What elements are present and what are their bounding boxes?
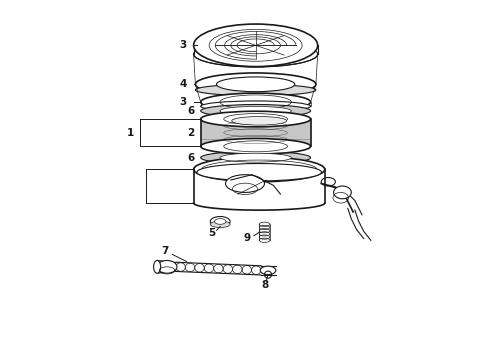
Text: 6: 6 — [188, 153, 195, 163]
Ellipse shape — [201, 111, 311, 127]
Ellipse shape — [220, 107, 292, 115]
Ellipse shape — [334, 186, 351, 199]
Ellipse shape — [194, 24, 318, 67]
Ellipse shape — [217, 77, 295, 92]
Ellipse shape — [210, 216, 230, 226]
Ellipse shape — [201, 93, 311, 111]
Ellipse shape — [201, 139, 311, 154]
Ellipse shape — [225, 175, 265, 192]
Text: 1: 1 — [127, 128, 134, 138]
Ellipse shape — [194, 41, 318, 67]
Ellipse shape — [196, 84, 316, 96]
Ellipse shape — [201, 104, 311, 117]
Text: 5: 5 — [208, 228, 215, 238]
Ellipse shape — [201, 101, 311, 112]
Ellipse shape — [153, 260, 161, 273]
Text: 3: 3 — [179, 40, 187, 50]
Ellipse shape — [197, 163, 321, 181]
Ellipse shape — [201, 151, 311, 164]
Ellipse shape — [224, 113, 288, 125]
Ellipse shape — [196, 73, 316, 96]
Ellipse shape — [210, 221, 230, 228]
Ellipse shape — [157, 260, 177, 273]
Text: 2: 2 — [188, 128, 195, 138]
Ellipse shape — [224, 141, 288, 152]
Text: 3: 3 — [179, 97, 187, 107]
Text: 6: 6 — [188, 106, 195, 116]
Ellipse shape — [194, 157, 325, 182]
Ellipse shape — [220, 153, 292, 162]
Ellipse shape — [232, 117, 287, 125]
Ellipse shape — [215, 219, 226, 224]
Text: 7: 7 — [162, 246, 169, 256]
Ellipse shape — [260, 266, 276, 275]
Text: 8: 8 — [262, 280, 269, 289]
Text: 4: 4 — [179, 79, 187, 89]
Text: 9: 9 — [243, 233, 250, 243]
